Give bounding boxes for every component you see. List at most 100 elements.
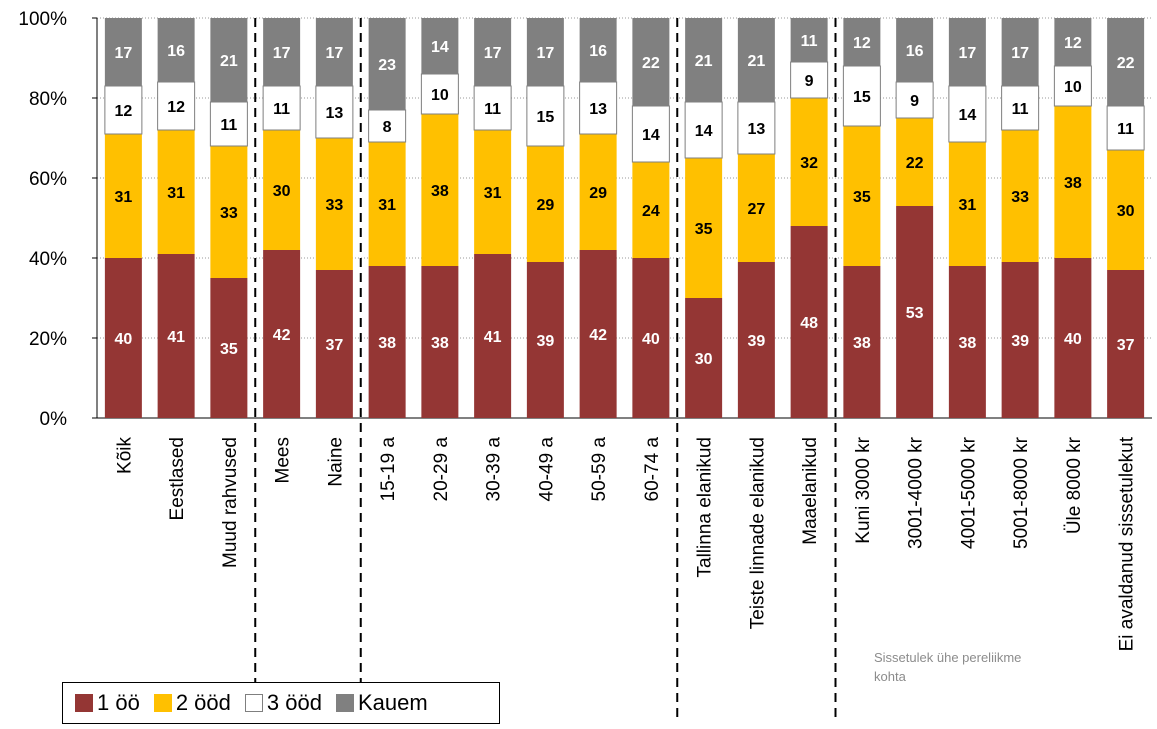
bar-segment [1054, 106, 1092, 258]
category-label: 15-19 a [378, 437, 399, 502]
bar-segment [684, 101, 723, 159]
bar-segment [843, 266, 881, 418]
bar-segment [895, 81, 934, 119]
bar-segment [896, 18, 934, 82]
bar-segment [790, 18, 828, 62]
legend-swatch [335, 694, 354, 712]
bar-segment [632, 18, 670, 106]
data-label: 9 [805, 73, 814, 90]
legend-label: 1 öö [97, 690, 140, 715]
data-label: 12 [853, 35, 871, 52]
data-label: 14 [642, 127, 660, 144]
y-tick-label: 80% [29, 89, 67, 110]
bar-segment [1107, 18, 1145, 106]
data-label: 42 [589, 327, 607, 344]
bar-segment [315, 85, 354, 139]
bar-segment [210, 18, 248, 102]
data-label: 38 [958, 335, 976, 352]
data-label: 38 [1064, 175, 1082, 192]
data-label: 30 [1117, 203, 1135, 220]
bar-segment [157, 130, 195, 254]
bar-segment [1001, 262, 1039, 418]
bar-segment [474, 130, 512, 254]
bar-segment [157, 81, 196, 131]
data-label: 27 [747, 201, 765, 218]
data-label: 38 [431, 335, 449, 352]
bar-segment [1001, 130, 1039, 262]
data-label: 8 [383, 119, 392, 136]
data-label: 35 [695, 221, 713, 238]
bar-segment [790, 226, 828, 418]
data-label: 42 [273, 327, 291, 344]
data-label: 14 [431, 39, 449, 56]
bar-segment [632, 162, 670, 258]
data-label: 40 [114, 331, 132, 348]
bar-segment [1053, 65, 1092, 107]
data-label: 14 [695, 123, 713, 140]
bar-segment [263, 18, 301, 86]
bar-segment [896, 118, 934, 206]
bar-segment [526, 85, 565, 147]
data-label: 33 [325, 197, 343, 214]
category-label: Kõik [114, 437, 135, 474]
bar-segment [685, 298, 723, 418]
data-label: 37 [325, 337, 343, 354]
category-label: 5001-8000 kr [1011, 436, 1032, 549]
bar-segment [104, 85, 143, 135]
data-label: 22 [906, 155, 924, 172]
data-label: 10 [1064, 79, 1082, 96]
bar-segment [896, 206, 934, 418]
y-tick-label: 60% [29, 169, 67, 190]
bar-segment [948, 85, 987, 143]
data-label: 11 [484, 101, 501, 118]
data-label: 14 [958, 107, 976, 124]
data-label: 31 [378, 197, 396, 214]
data-label: 21 [747, 53, 765, 70]
bar-segment [685, 158, 723, 298]
category-label: 50-59 a [589, 437, 610, 502]
bar-segment [790, 61, 829, 99]
data-label: 29 [536, 197, 554, 214]
bar-segment [948, 18, 986, 86]
bar-segment [579, 81, 618, 135]
data-label: 35 [220, 341, 238, 358]
bar-segment [368, 266, 406, 418]
legend-swatch [153, 694, 172, 712]
category-label: Üle 8000 kr [1064, 436, 1085, 534]
category-label: 40-49 a [536, 437, 557, 502]
data-label: 11 [273, 101, 290, 118]
data-label: 33 [1011, 189, 1029, 206]
bar-segment [1054, 258, 1092, 418]
y-tick-label: 0% [40, 409, 68, 430]
bar-segment [421, 114, 459, 266]
category-label: Kuni 3000 kr [853, 436, 874, 543]
bar-segment [632, 258, 670, 418]
bar-segment [210, 146, 248, 278]
bar-segment [157, 18, 195, 82]
bar-segment [790, 98, 828, 226]
data-label: 22 [1117, 55, 1135, 72]
data-label: 17 [325, 45, 343, 62]
bar-segment [948, 142, 986, 266]
bar-segment [473, 85, 512, 131]
bar-segment [368, 109, 407, 143]
bar-segment [737, 101, 776, 155]
data-label: 11 [1012, 101, 1029, 118]
bar-segment [1107, 270, 1145, 418]
data-label: 12 [167, 99, 185, 116]
category-label: 4001-5000 kr [958, 436, 979, 549]
bar-segment [263, 250, 301, 418]
data-label: 30 [273, 183, 291, 200]
bar-segment [1001, 18, 1039, 86]
category-label: Mees [273, 437, 294, 483]
legend-label: 2 ööd [175, 690, 231, 715]
bar-segment [737, 262, 775, 418]
data-label: 37 [1117, 337, 1135, 354]
bar-segment [104, 258, 142, 418]
data-label: 35 [853, 189, 871, 206]
category-label: Tallinna elanikud [695, 437, 716, 578]
bar-segment [685, 18, 723, 102]
data-label: 24 [642, 203, 660, 220]
data-label: 41 [484, 329, 502, 346]
